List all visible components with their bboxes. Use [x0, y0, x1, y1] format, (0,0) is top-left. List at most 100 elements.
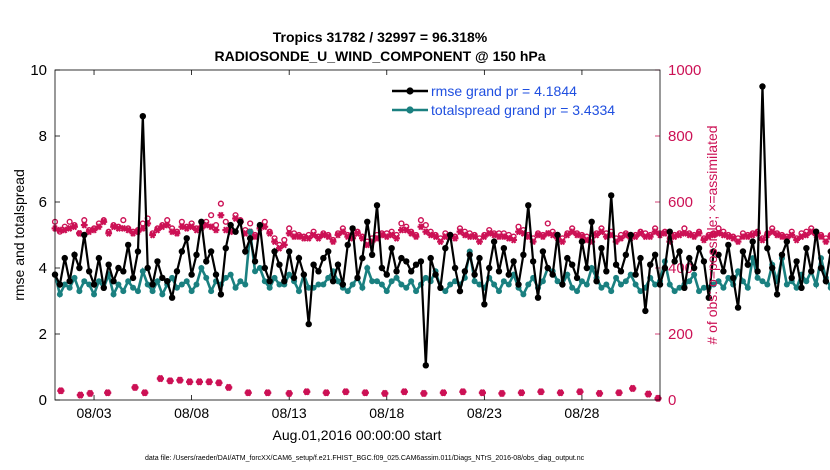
obs-star-stroke — [696, 229, 702, 237]
obs-star-stroke — [745, 233, 751, 241]
series-rmse-point — [232, 228, 239, 235]
series-rmse-point — [583, 264, 591, 272]
obs-star-stroke — [132, 383, 138, 392]
series-rmse-point — [500, 245, 508, 252]
obs-star-stroke — [81, 221, 87, 229]
obs-assimilated-marker — [680, 229, 688, 237]
obs-assimilated-marker — [539, 233, 547, 241]
obs-assimilated-marker — [568, 228, 576, 236]
obs-star-stroke — [286, 389, 292, 398]
obs-assimilated-marker — [149, 231, 156, 239]
obs-assimilated-marker — [222, 226, 230, 234]
series-spread-point — [491, 281, 498, 288]
obs-low-assimilated-marker — [264, 389, 272, 397]
series-rmse-point — [486, 264, 493, 272]
obs-star-stroke — [301, 234, 307, 242]
obs-star-stroke — [593, 231, 600, 239]
obs-star-stroke — [471, 233, 478, 241]
obs-assimilated-marker — [124, 226, 132, 234]
obs-assimilated-marker — [271, 238, 278, 246]
obs-assimilated-marker — [417, 223, 425, 231]
obs-star-stroke — [481, 233, 488, 241]
obs-star-stroke — [691, 233, 697, 241]
obs-star-stroke — [179, 223, 185, 231]
series-rmse-point — [666, 228, 673, 235]
series-rmse-point — [773, 291, 781, 298]
obs-star-stroke — [632, 233, 639, 241]
obs-assimilated-marker — [637, 229, 644, 237]
series-rmse-point — [817, 264, 825, 272]
obs-assimilated-marker — [285, 229, 293, 237]
series-spread-point — [447, 281, 454, 288]
obs-star-stroke — [306, 234, 312, 242]
series-spread-point — [408, 278, 415, 285]
obs-low-assimilated-marker — [244, 389, 252, 397]
obs-star-stroke — [750, 231, 756, 239]
obs-star-stroke — [681, 229, 688, 237]
obs-assimilated-marker — [139, 224, 147, 232]
series-rmse-point — [266, 278, 273, 285]
obs-star-stroke — [110, 223, 117, 231]
series-rmse-point — [364, 218, 371, 225]
series-rmse-point — [700, 258, 708, 265]
obs-assimilated-marker — [759, 236, 766, 244]
series-spread-point — [676, 284, 683, 291]
series-spread-point — [252, 268, 259, 275]
obs-assimilated-marker — [305, 234, 313, 242]
obs-star-stroke — [423, 228, 429, 236]
obs-star-stroke — [486, 229, 492, 237]
series-rmse-point — [764, 245, 771, 252]
obs-star-stroke — [823, 238, 829, 246]
series-rmse-point — [442, 245, 449, 252]
series-spread-point — [369, 278, 376, 285]
obs-low-assimilated-marker — [225, 383, 233, 392]
obs-low-assimilated-marker — [141, 389, 149, 397]
obs-star-stroke — [616, 389, 622, 397]
obs-assimilated-marker — [573, 231, 581, 239]
series-spread-point — [276, 281, 283, 288]
series-spread-point — [666, 281, 673, 288]
obs-assimilated-marker — [110, 223, 117, 231]
series-rmse-point — [212, 271, 220, 278]
obs-low-assimilated-marker — [517, 389, 526, 397]
obs-star-stroke — [186, 378, 193, 386]
series-spread-point — [471, 278, 478, 285]
series-rmse-point — [505, 271, 512, 278]
obs-star-stroke — [413, 233, 419, 241]
obs-possible-marker — [261, 218, 268, 225]
obs-low-assimilated-marker — [459, 388, 467, 396]
obs-star-stroke — [213, 226, 219, 234]
obs-low-assimilated-marker — [556, 389, 565, 397]
obs-star-stroke — [598, 228, 605, 236]
series-rmse-point — [525, 202, 532, 209]
series-spread-point — [403, 284, 410, 291]
series-spread-point — [237, 278, 244, 285]
obs-assimilated-marker — [671, 233, 679, 241]
series-rmse-point — [203, 258, 210, 265]
obs-star-stroke — [340, 228, 346, 236]
obs-star-stroke — [188, 223, 195, 231]
obs-star-stroke — [286, 229, 292, 237]
series-rmse-point — [261, 264, 268, 272]
obs-star-stroke — [467, 233, 473, 241]
series-rmse-point — [578, 238, 586, 245]
obs-star-stroke — [701, 236, 707, 244]
series-rmse-point — [139, 113, 147, 120]
series-spread-point — [622, 278, 629, 285]
obs-star-stroke — [545, 229, 551, 237]
series-rmse-point — [134, 248, 142, 255]
series-spread-point — [198, 265, 205, 271]
obs-assimilated-marker — [510, 236, 518, 244]
obs-star-stroke — [629, 384, 636, 393]
obs-star-stroke — [242, 229, 248, 237]
obs-assimilated-marker — [85, 228, 93, 236]
obs-assimilated-marker — [90, 226, 98, 234]
series-rmse-point — [325, 248, 332, 255]
series-rmse-point — [305, 320, 312, 328]
obs-assimilated-marker — [778, 233, 786, 241]
obs-star-stroke — [457, 228, 463, 236]
series-rmse-point — [120, 268, 127, 275]
series-rmse-point — [612, 261, 620, 268]
series-spread-point — [56, 291, 63, 298]
series-rmse-point — [754, 268, 761, 275]
